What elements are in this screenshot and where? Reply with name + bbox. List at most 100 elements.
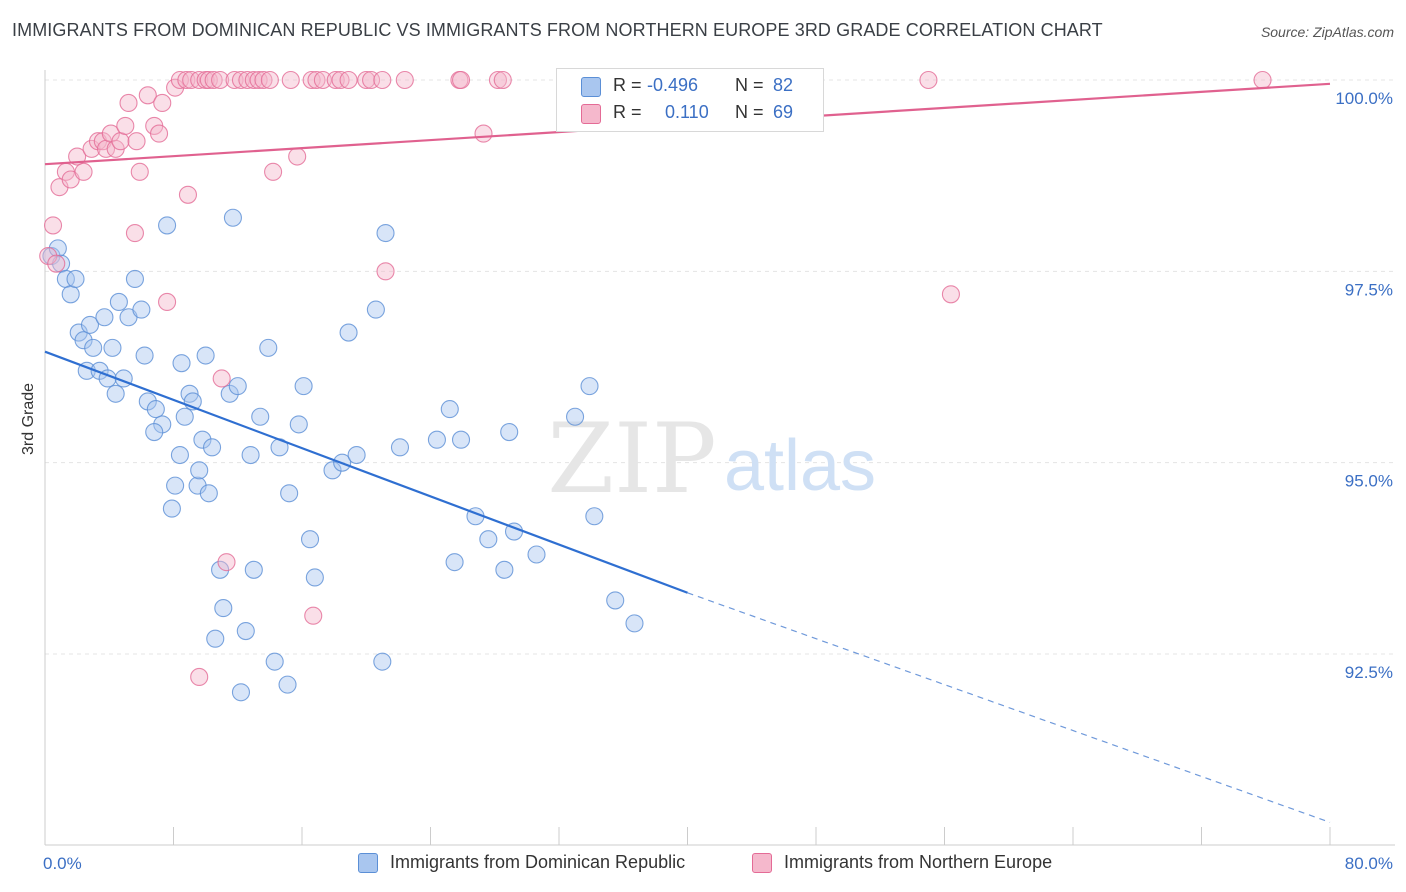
legend-r-value: 0.110	[665, 102, 709, 122]
point-dominican-republic	[244, 560, 263, 579]
legend-r-label: R =	[613, 75, 642, 95]
point-northern-europe	[190, 70, 209, 90]
point-dominican-republic	[445, 553, 464, 572]
point-dominican-republic	[440, 400, 459, 419]
point-northern-europe	[254, 70, 273, 90]
point-dominican-republic	[241, 445, 260, 465]
point-northern-europe	[47, 254, 66, 273]
point-northern-europe	[231, 70, 251, 90]
point-northern-europe	[373, 70, 392, 90]
legend-item-northern-europe[interactable]: Immigrants from Northern Europe	[752, 852, 1052, 873]
point-dominican-republic	[146, 400, 165, 419]
point-dominican-republic	[175, 407, 194, 426]
point-northern-europe	[288, 147, 307, 166]
point-dominican-republic	[103, 338, 122, 357]
legend-n-label: N =	[735, 75, 764, 95]
point-dominican-republic	[166, 476, 185, 495]
point-dominican-republic	[223, 208, 242, 227]
point-dominican-republic	[278, 675, 297, 694]
legend-r-label: R =	[613, 102, 642, 122]
point-northern-europe	[158, 292, 177, 311]
point-northern-europe	[919, 70, 938, 90]
point-northern-europe	[281, 70, 300, 90]
point-dominican-republic	[527, 545, 546, 564]
point-northern-europe	[212, 369, 231, 388]
y-tick-label: 100.0%	[1335, 89, 1393, 108]
legend-swatch-pink	[752, 852, 772, 873]
point-northern-europe	[211, 70, 230, 90]
point-dominican-republic	[172, 354, 191, 373]
point-northern-europe	[307, 70, 326, 90]
point-northern-europe	[339, 70, 358, 90]
point-dominican-republic	[66, 269, 85, 289]
point-northern-europe	[125, 224, 144, 243]
legend-n-value: 69	[773, 102, 794, 122]
tick-labels: 92.5% 95.0% 97.5% 100.0% 0.0% 80.0%	[43, 89, 1393, 873]
point-dominican-republic	[95, 308, 114, 327]
trend-line-dominican-republic-extension	[687, 592, 1331, 823]
point-dominican-republic	[236, 621, 255, 641]
point-dominican-republic	[289, 415, 308, 434]
trend-line-dominican-republic	[44, 350, 688, 594]
point-northern-europe	[190, 667, 209, 687]
point-dominican-republic	[162, 499, 181, 518]
point-dominican-republic	[48, 239, 67, 258]
series-northern-europe-points	[39, 70, 1272, 687]
legend-label: Immigrants from Dominican Republic	[390, 852, 686, 872]
point-northern-europe	[395, 70, 414, 90]
x-tick-label-max: 80.0%	[1345, 854, 1393, 873]
point-dominican-republic	[190, 461, 209, 480]
point-northern-europe	[111, 132, 130, 151]
point-dominican-republic	[228, 377, 247, 396]
point-dominican-republic	[339, 323, 358, 342]
point-dominican-republic	[158, 216, 177, 235]
point-dominican-republic	[145, 423, 164, 442]
point-dominican-republic	[376, 224, 395, 243]
point-northern-europe	[260, 70, 279, 90]
point-dominican-republic	[347, 445, 366, 465]
legend-label: Immigrants from Northern Europe	[784, 852, 1053, 872]
point-northern-europe	[244, 70, 263, 90]
point-dominican-republic	[170, 445, 189, 465]
point-dominican-republic	[109, 292, 128, 311]
point-northern-europe	[68, 147, 87, 166]
point-northern-europe	[1253, 70, 1272, 90]
point-dominican-republic	[427, 430, 446, 449]
point-dominican-republic	[259, 338, 278, 357]
legend-n-value: 82	[773, 75, 794, 95]
point-dominican-republic	[203, 438, 222, 457]
point-dominican-republic	[214, 599, 233, 618]
point-dominican-republic	[451, 430, 471, 449]
point-northern-europe	[178, 185, 198, 204]
point-dominican-republic	[106, 384, 125, 403]
legend-item-dominican-republic[interactable]: Immigrants from Dominican Republic	[358, 852, 685, 873]
point-northern-europe	[153, 93, 172, 113]
point-northern-europe	[127, 132, 146, 151]
point-dominican-republic	[305, 568, 324, 587]
point-dominican-republic	[199, 484, 218, 503]
point-dominican-republic	[61, 285, 80, 304]
correlation-legend: R = -0.496 N = 82 R = 0.110 N = 69	[556, 68, 824, 132]
axes	[44, 70, 1395, 846]
chart-title: IMMIGRANTS FROM DOMINICAN REPUBLIC VS IM…	[12, 20, 1103, 40]
point-dominican-republic	[231, 683, 251, 702]
point-northern-europe	[357, 70, 376, 90]
point-northern-europe	[138, 86, 157, 105]
point-dominican-republic	[132, 300, 151, 319]
point-northern-europe	[488, 70, 508, 90]
point-dominican-republic	[566, 407, 585, 426]
point-dominican-republic	[479, 530, 498, 549]
point-dominican-republic	[294, 377, 313, 396]
legend-swatch-pink	[581, 104, 601, 124]
point-northern-europe	[493, 70, 512, 90]
point-northern-europe	[225, 70, 244, 90]
point-northern-europe	[451, 70, 471, 90]
point-northern-europe	[119, 93, 138, 113]
point-dominican-republic	[251, 407, 270, 426]
y-tick-label: 95.0%	[1345, 472, 1393, 491]
point-dominican-republic	[585, 507, 604, 526]
point-dominican-republic	[373, 652, 392, 671]
series-legend: Immigrants from Dominican Republic Immig…	[0, 852, 1406, 878]
point-dominican-republic	[135, 346, 154, 365]
y-tick-label: 97.5%	[1345, 280, 1393, 299]
